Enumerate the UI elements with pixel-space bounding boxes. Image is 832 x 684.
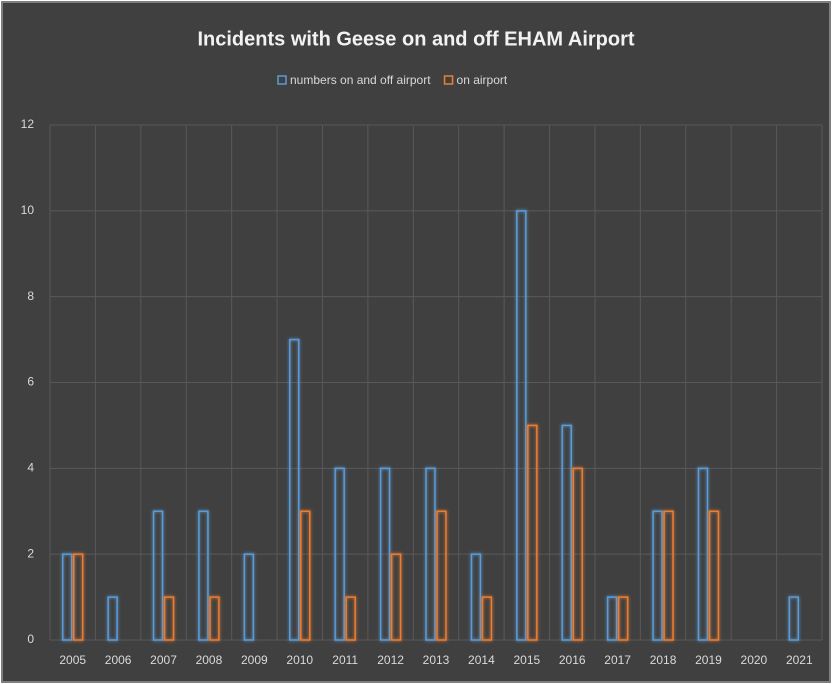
bar [334,467,345,641]
y-tick-label: 4 [27,461,34,475]
bar [61,553,73,641]
y-tick-label: 8 [27,289,34,303]
bar [379,467,391,641]
x-tick-label: 2016 [559,653,586,667]
bar [163,596,175,641]
x-tick-label: 2020 [741,653,768,667]
bar [209,596,220,641]
y-tick-label: 6 [27,375,34,389]
x-tick-label: 2008 [196,653,223,667]
x-tick-label: 2009 [241,653,268,667]
legend-swatch [277,75,287,85]
bar [617,596,629,641]
bar [152,510,164,641]
bar [561,424,572,641]
x-tick-label: 2014 [468,653,495,667]
legend-label: on airport [457,73,508,87]
bar [289,338,300,641]
bar [425,467,436,641]
bar [300,510,311,641]
bar [481,596,493,641]
bar [107,596,118,641]
bar [652,510,663,641]
chart-title: Incidents with Geese on and off EHAM Air… [197,28,634,50]
x-tick-label: 2021 [786,653,813,667]
bar [788,596,800,641]
y-tick-label: 12 [21,117,35,131]
legend-label: numbers on and off airport [290,73,431,87]
x-tick-label: 2013 [423,653,450,667]
bar [708,510,720,641]
bar [470,553,482,641]
bar [572,467,583,641]
x-tick-label: 2012 [377,653,404,667]
x-tick-label: 2018 [650,653,677,667]
bar [527,424,538,641]
x-tick-label: 2019 [695,653,722,667]
x-tick-label: 2007 [150,653,177,667]
x-tick-label: 2011 [332,653,358,667]
y-tick-label: 0 [27,632,34,646]
legend-swatch [443,75,454,85]
bar [243,553,255,641]
x-tick-label: 2006 [105,653,132,667]
x-tick-label: 2015 [513,653,540,667]
bar [606,596,618,641]
bar [436,510,447,641]
bar [345,596,356,641]
x-tick-label: 2017 [604,653,631,667]
y-tick-label: 10 [21,203,35,217]
bar [516,210,527,641]
bar [72,553,84,641]
bar [663,510,674,641]
bar [390,553,402,641]
y-tick-label: 2 [27,546,34,560]
bar [697,467,709,641]
bar [198,510,209,641]
x-tick-label: 2010 [286,653,313,667]
x-tick-label: 2005 [59,653,86,667]
